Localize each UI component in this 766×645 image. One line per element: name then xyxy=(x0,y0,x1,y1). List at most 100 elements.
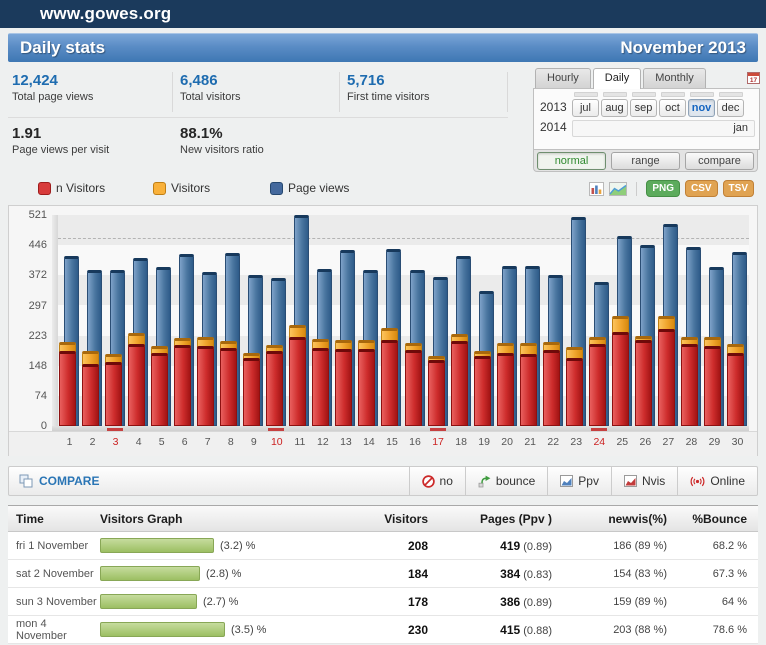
grid-band xyxy=(58,275,749,306)
summary-stats: 12,424 Total page views 6,486 Total visi… xyxy=(8,64,758,175)
year-row-2013: 2013 jul aug sep oct nov dec xyxy=(534,89,759,117)
x-axis-day-label: 6 xyxy=(181,436,188,448)
mode-compare-button[interactable]: compare xyxy=(685,152,754,170)
stat-value: 6,486 xyxy=(180,72,218,89)
legend-swatch xyxy=(153,181,166,195)
month-jul-2013[interactable]: jul xyxy=(572,99,599,117)
month-nov-2013[interactable]: nov xyxy=(688,99,715,117)
cell-time: mon 4 November xyxy=(16,617,67,642)
calendar-icon[interactable]: 17 xyxy=(747,71,760,84)
mode-normal-button[interactable]: normal xyxy=(537,152,606,170)
newvisitors-bar xyxy=(381,339,399,426)
newvisitors-bar xyxy=(634,339,652,426)
cell-visitors-graph: (2.8) % xyxy=(98,566,350,581)
visitors-graph-bar xyxy=(100,566,200,581)
tab-hourly[interactable]: Hourly xyxy=(535,68,591,89)
compare-title: COMPARE xyxy=(9,474,409,488)
legend-label: Page views xyxy=(288,181,350,195)
daily-stats-header: Daily stats November 2013 xyxy=(8,33,758,62)
stat-label: Total page views xyxy=(12,91,94,103)
newvisitors-bar xyxy=(703,345,721,426)
stat-label: Total visitors xyxy=(180,91,241,103)
tools-divider xyxy=(636,181,638,196)
month-col-oct: oct xyxy=(659,92,686,117)
cell-visitors: 208 xyxy=(407,538,428,553)
block-icon xyxy=(421,474,435,488)
stat-value: 1.91 xyxy=(12,125,42,142)
cell-time: sat 2 November xyxy=(16,567,94,580)
newvisitors-bar xyxy=(128,343,146,426)
stat-label: Page views per visit xyxy=(12,144,110,156)
newvisitors-bar xyxy=(59,350,76,426)
compare-option-ppv[interactable]: Ppv xyxy=(547,467,611,495)
visitors-graph-label: (2.7) % xyxy=(203,595,239,608)
newvisitors-bar xyxy=(151,353,169,426)
cell-bounce: 67.3 % xyxy=(712,567,747,580)
newvisitors-bar xyxy=(519,353,537,426)
month-dec-2013[interactable]: dec xyxy=(717,99,744,117)
daily-stats-table: Time Visitors Graph Visitors Pages (Ppv ) ne… xyxy=(8,505,758,644)
x-axis-day-label: 12 xyxy=(317,436,329,448)
newvisitors-bar xyxy=(105,361,123,426)
pages-value: 415 xyxy=(500,622,521,637)
cell-visitors-graph: (3.2) % xyxy=(98,538,350,553)
table-row: sun 3 November (2.7) % 178 386 (0.89) 159 (8… xyxy=(8,588,758,616)
month-jan-2014[interactable]: jan xyxy=(572,120,755,137)
compare-option-no[interactable]: no xyxy=(408,467,465,495)
tab-daily[interactable]: Daily xyxy=(592,68,642,89)
cell-visitors-graph: (2.7) % xyxy=(98,594,350,609)
x-axis-day-label: 27 xyxy=(662,436,675,448)
cell-pages: 386 (0.89) xyxy=(440,595,564,609)
x-axis-day-label: 24 xyxy=(593,436,606,448)
x-axis-day-label: 7 xyxy=(204,436,211,448)
compare-label: COMPARE xyxy=(39,474,100,488)
x-axis-day-label: 21 xyxy=(524,436,537,448)
compare-option-bounce[interactable]: bounce xyxy=(464,467,547,495)
cell-time: sun 3 November xyxy=(16,595,97,608)
visitors-graph-label: (3.2) % xyxy=(220,539,256,552)
page-title: Daily stats xyxy=(20,38,106,57)
stat-label: New visitors ratio xyxy=(180,144,264,156)
chart-tools: PNG CSV TSV xyxy=(589,180,754,197)
month-picker: 2013 jul aug sep oct nov dec 2014 jan xyxy=(533,88,760,150)
table-row: fri 1 November (3.2) % 208 419 (0.89) 186 (8… xyxy=(8,532,758,560)
ppv-value: (0.89) xyxy=(520,540,552,553)
month-sep-2013[interactable]: sep xyxy=(630,99,657,117)
year-label: 2014 xyxy=(540,120,567,134)
visitors-graph-bar xyxy=(100,622,225,637)
month-oct-2013[interactable]: oct xyxy=(659,99,686,117)
column-header-3: Pages (Ppv ) xyxy=(479,511,552,526)
month-col-sep: sep xyxy=(630,92,657,117)
compare-option-nvis[interactable]: Nvis xyxy=(610,467,677,495)
newvisitors-bar xyxy=(726,353,744,426)
newvisitors-bar xyxy=(473,356,491,426)
visitors-graph-label: (3.5) % xyxy=(231,623,267,636)
newvisitors-bar xyxy=(82,363,100,426)
mode-buttons: normal range compare xyxy=(533,149,758,172)
tab-monthly[interactable]: Monthly xyxy=(643,68,706,89)
stat-value: 88.1% xyxy=(180,125,223,142)
legend-label: Visitors xyxy=(171,181,211,195)
mode-range-button[interactable]: range xyxy=(611,152,680,170)
export-png-button[interactable]: PNG xyxy=(646,180,680,197)
newvisitors-bar xyxy=(197,346,215,426)
compare-option-online[interactable]: Online xyxy=(677,467,757,495)
legend-swatch xyxy=(38,181,51,195)
cell-newvis: 154 (83 %) xyxy=(613,567,667,580)
compare-toolbar: COMPARE no bounce Ppv Nvis Online xyxy=(8,466,758,496)
newvisitors-bar xyxy=(266,351,284,426)
x-axis-day-label: 2 xyxy=(89,436,96,448)
pageviews-chart-icon xyxy=(560,475,574,487)
x-axis-day-label: 14 xyxy=(363,436,375,448)
month-activity-strip xyxy=(631,92,656,97)
month-aug-2013[interactable]: aug xyxy=(601,99,628,117)
export-csv-button[interactable]: CSV xyxy=(684,180,718,197)
chart-x-axis: 1 2 3 4 5 6 7 8 9 10 11 12 13 14 15 16 17 18 19 20 21 22 23 24 2… xyxy=(9,428,757,456)
column-header-2: Visitors xyxy=(384,511,428,526)
area-chart-icon[interactable] xyxy=(609,181,628,196)
export-tsv-button[interactable]: TSV xyxy=(722,180,754,197)
newvisitors-bar xyxy=(611,332,629,426)
x-axis-day-label: 17 xyxy=(432,436,444,448)
newvisitors-bar xyxy=(680,344,698,426)
bar-chart-icon[interactable] xyxy=(589,181,605,196)
